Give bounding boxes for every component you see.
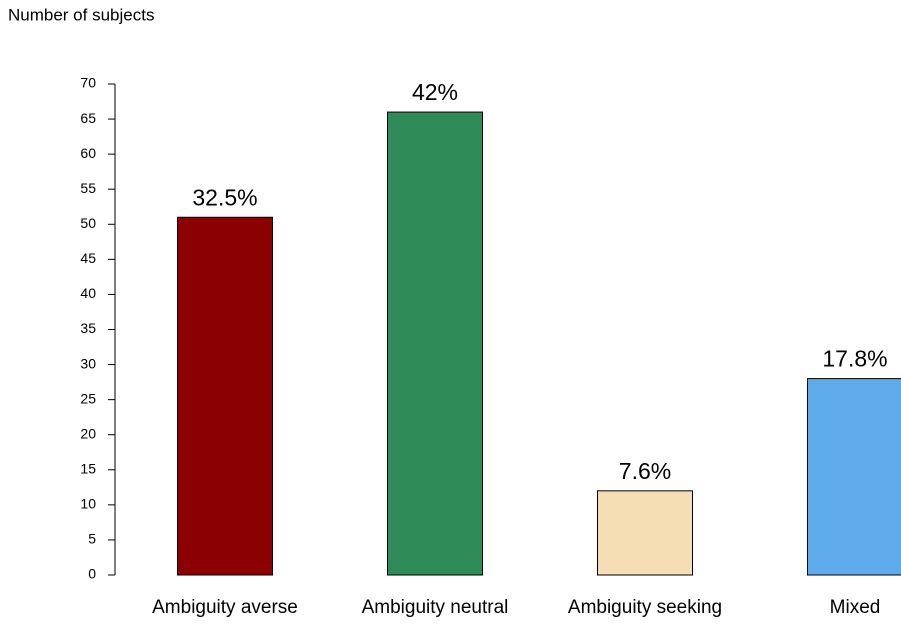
bar: [177, 216, 273, 576]
y-tick-label: 15: [80, 460, 96, 476]
bar: [807, 378, 901, 576]
bar-annotation: 42%: [412, 79, 458, 105]
x-tick-label: Mixed: [830, 597, 881, 618]
y-tick-label: 65: [80, 110, 96, 126]
x-tick-label: Ambiguity seeking: [568, 597, 722, 618]
y-tick-label: 70: [80, 75, 96, 91]
y-axis-label: Number of subjects: [8, 5, 154, 24]
bar-annotation: 7.6%: [619, 458, 671, 484]
bar: [387, 111, 483, 576]
y-tick-label: 55: [80, 180, 96, 196]
y-tick-label: 25: [80, 390, 96, 406]
y-tick-label: 30: [80, 355, 96, 371]
y-tick-label: 45: [80, 250, 96, 266]
y-tick-label: 50: [80, 215, 96, 231]
y-tick-label: 5: [88, 531, 96, 547]
y-tick-label: 0: [88, 566, 96, 582]
y-tick-label: 10: [80, 496, 96, 512]
y-tick-label: 60: [80, 145, 96, 161]
x-tick-label: Ambiguity averse: [152, 597, 298, 618]
y-tick-label: 35: [80, 320, 96, 336]
y-tick-label: 20: [80, 425, 96, 441]
y-tick-label: 40: [80, 285, 96, 301]
bar: [597, 490, 693, 576]
bar-annotation: 32.5%: [192, 184, 257, 210]
bar-annotation: 17.8%: [822, 346, 887, 372]
x-tick-label: Ambiguity neutral: [362, 597, 509, 618]
